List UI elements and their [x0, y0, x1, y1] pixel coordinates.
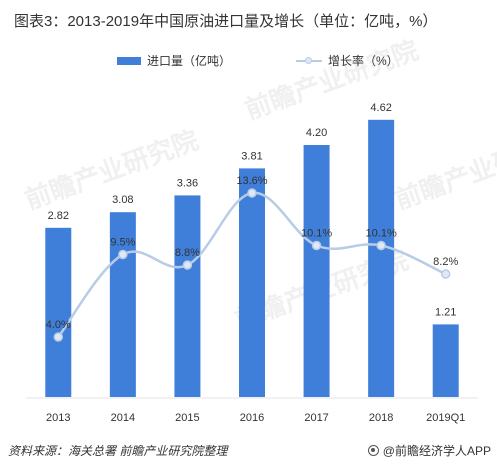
bar-value-label: 2.82: [48, 210, 69, 222]
brand-text: @前瞻经济学人APP: [382, 444, 491, 458]
bar: [368, 119, 395, 398]
legend-item-line: 增长率（%）: [296, 52, 399, 69]
growth-rate-label: 8.2%: [433, 256, 458, 268]
bar-value-label: 3.36: [177, 177, 198, 189]
growth-rate-point: [118, 249, 128, 260]
bar-value-label: 3.08: [112, 194, 133, 206]
x-tick-label: 2015: [175, 412, 199, 424]
growth-rate-label: 13.6%: [236, 175, 267, 187]
bar: [303, 145, 330, 397]
bar-value-label: 3.81: [241, 150, 262, 162]
growth-rate-point: [376, 240, 386, 251]
brand-icon: [367, 445, 379, 456]
chart-plot: 2.82 3.08 3.36 3.81 4.20 4.62 1.21 2013 2014 2015…: [26, 102, 478, 424]
legend-bar-swatch: [117, 56, 141, 65]
legend-line-swatch: [296, 56, 322, 66]
bar: [109, 212, 136, 397]
x-tick-label: 2018: [369, 412, 393, 424]
x-tick-label: 2013: [46, 412, 70, 424]
x-tick-label: 2016: [240, 412, 264, 424]
growth-rate-point: [247, 188, 257, 198]
growth-rate-label: 10.1%: [301, 228, 332, 240]
legend-label-line: 增长率（%）: [328, 54, 399, 68]
bar-value-label: 4.20: [306, 127, 327, 139]
chart-title: 图表3：2013-2019年中国原油进口量及增长（单位：亿吨，%）: [14, 13, 438, 30]
bar: [45, 227, 72, 397]
growth-rate-point: [440, 269, 451, 279]
growth-rate-label: 10.1%: [366, 228, 397, 240]
x-tick-label: 2014: [111, 412, 135, 424]
growth-rate-point: [311, 240, 322, 251]
growth-rate-label: 9.5%: [110, 237, 135, 249]
legend-label-bar: 进口量（亿吨）: [147, 54, 232, 68]
bar-value-label: 4.62: [370, 102, 391, 114]
x-tick-label: 2017: [304, 412, 328, 424]
legend-item-bar: 进口量（亿吨）: [117, 52, 231, 69]
bar: [239, 168, 265, 397]
x-tick-label: 2019Q1: [426, 412, 465, 424]
bar: [432, 324, 459, 397]
growth-rate-label: 8.8%: [175, 247, 200, 259]
brand-credit: @前瞻经济学人APP: [367, 442, 491, 459]
growth-rate-label: 4.0%: [46, 319, 71, 331]
source-note: 资料来源：海关总署 前瞻产业研究院整理: [8, 444, 228, 458]
footer: 资料来源：海关总署 前瞻产业研究院整理 @前瞻经济学人APP: [0, 432, 497, 472]
bar-value-label: 1.21: [435, 306, 456, 318]
growth-rate-point: [53, 332, 64, 342]
growth-rate-point: [182, 260, 193, 270]
bar: [174, 195, 201, 397]
